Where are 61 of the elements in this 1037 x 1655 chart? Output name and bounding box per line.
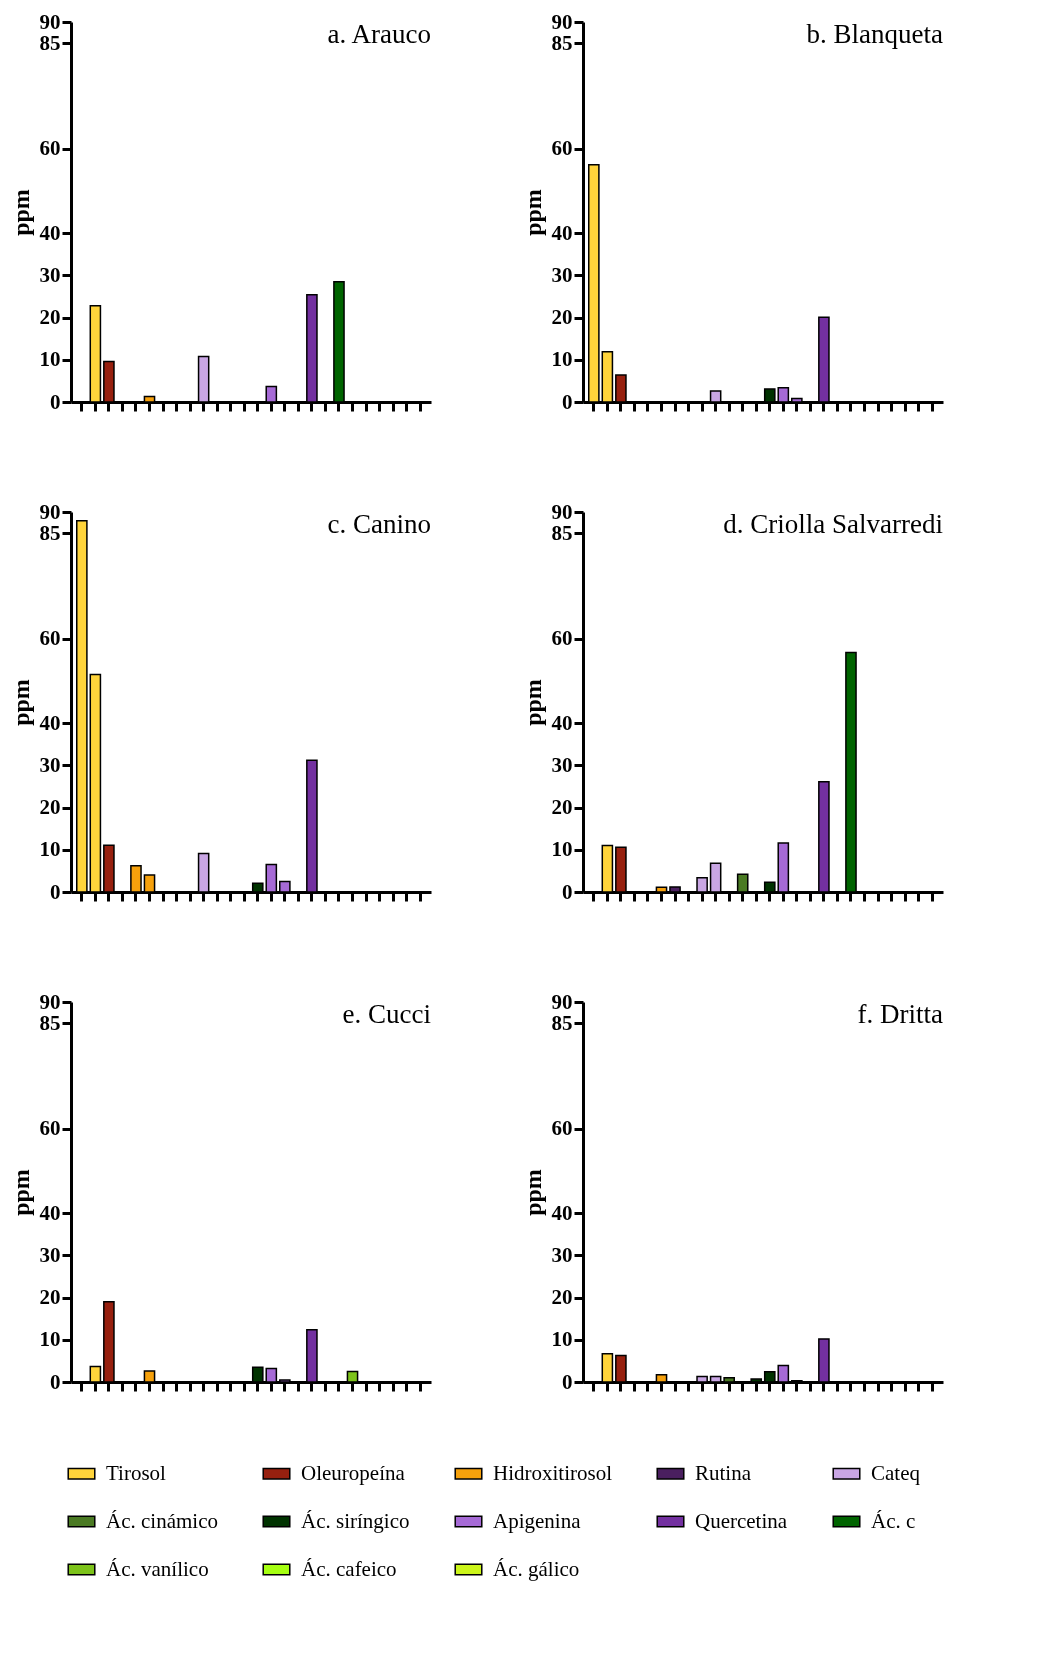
y-tick-label: 20 [551, 305, 573, 330]
chart-title: f. Dritta [857, 999, 943, 1029]
y-tick-label: 40 [39, 220, 61, 245]
y-tick-label: 30 [39, 752, 61, 777]
legend-label: Ác. c [871, 1508, 916, 1533]
y-tick-label: 10 [551, 347, 573, 372]
y-tick-label: 10 [39, 347, 61, 372]
y-axis-title: ppm [7, 1169, 34, 1216]
y-tick-label: 10 [39, 837, 61, 862]
y-tick-label: 30 [39, 1242, 61, 1267]
y-tick-label: 30 [551, 262, 573, 287]
legend-label: Oleuropeína [301, 1460, 406, 1485]
y-tick-label: 30 [551, 752, 573, 777]
y-tick-label: 0 [562, 1369, 573, 1394]
legend-label: Quercetina [695, 1508, 788, 1533]
legend-label: Ác. siríngico [301, 1508, 410, 1533]
y-tick-label: 60 [39, 626, 61, 651]
chart-title: d. Criolla Salvarredi [723, 509, 943, 539]
legend-label: Hidroxitirosol [493, 1460, 613, 1485]
legend-label: Ác. gálico [493, 1556, 580, 1581]
chart-title: c. Canino [327, 509, 431, 539]
y-tick-label: 0 [562, 879, 573, 904]
y-tick-label: 60 [551, 1116, 573, 1141]
y-tick-label: 40 [551, 1200, 573, 1225]
y-axis-title: ppm [7, 679, 34, 726]
chart-title: a. Arauco [327, 19, 431, 49]
y-tick-label: 20 [551, 1285, 573, 1310]
legend-label: Ác. vanílico [106, 1556, 209, 1581]
legend-label: Tirosol [106, 1460, 167, 1485]
y-tick-label: 40 [551, 220, 573, 245]
y-axis-title: ppm [519, 679, 546, 726]
y-axis-title: ppm [519, 1169, 546, 1216]
y-tick-label: 20 [39, 1285, 61, 1310]
y-tick-label: 30 [551, 1242, 573, 1267]
y-tick-label: 10 [551, 837, 573, 862]
y-tick-label: 60 [551, 626, 573, 651]
y-tick-label: 0 [50, 879, 61, 904]
y-tick-label: 10 [39, 1327, 61, 1352]
y-tick-label: 40 [39, 1200, 61, 1225]
y-tick-label: 60 [39, 1116, 61, 1141]
y-axis-title: ppm [519, 189, 546, 236]
y-tick-label: 60 [39, 136, 61, 161]
legend-label: Apigenina [493, 1508, 582, 1533]
y-axis-title: ppm [7, 189, 34, 236]
y-tick-label: 30 [39, 262, 61, 287]
legend-label: Ác. cinámico [106, 1508, 218, 1533]
y-tick-label: 10 [551, 1327, 573, 1352]
legend-label: Cateq [871, 1460, 921, 1485]
y-tick-label: 0 [562, 389, 573, 414]
y-tick-label: 40 [39, 710, 61, 735]
y-tick-label: 40 [551, 710, 573, 735]
y-tick-label: 20 [39, 795, 61, 820]
y-tick-label: 0 [50, 1369, 61, 1394]
y-tick-label: 20 [551, 795, 573, 820]
y-tick-label: 60 [551, 136, 573, 161]
y-tick-label: 0 [50, 389, 61, 414]
legend-label: Rutina [695, 1460, 752, 1485]
chart-title: b. Blanqueta [806, 19, 944, 49]
legend-label: Ác. cafeico [301, 1556, 397, 1581]
y-tick-label: 20 [39, 305, 61, 330]
chart-title: e. Cucci [342, 999, 431, 1029]
